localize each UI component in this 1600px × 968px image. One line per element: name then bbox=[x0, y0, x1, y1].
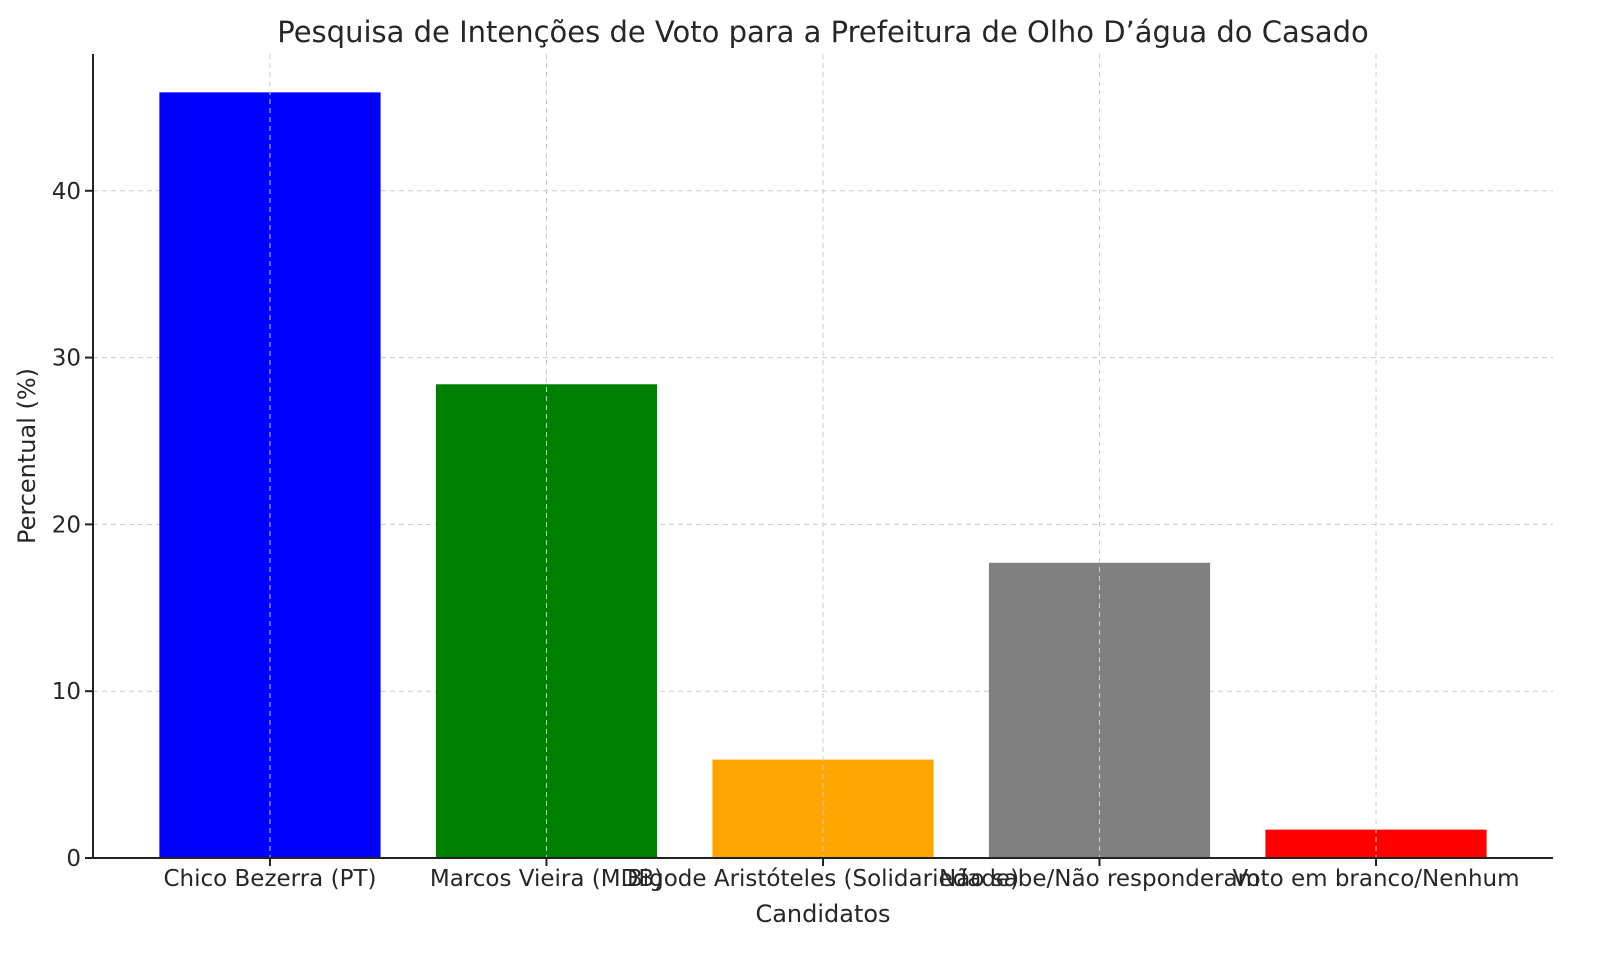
y-axis-label: Percentual (%) bbox=[13, 368, 41, 544]
x-tick-label: Chico Bezerra (PT) bbox=[163, 866, 376, 892]
y-tick-label: 40 bbox=[52, 179, 81, 205]
x-tick-label: Marcos Vieira (MDB) bbox=[430, 866, 663, 892]
chart-title: Pesquisa de Intenções de Voto para a Pre… bbox=[277, 15, 1369, 49]
x-axis-label: Candidatos bbox=[755, 900, 890, 928]
y-tick-label: 20 bbox=[52, 512, 81, 538]
x-tick-label: Voto em branco/Nenhum bbox=[1233, 866, 1520, 892]
x-tick-label: Bigode Aristóteles (Solidariedade) bbox=[627, 866, 1019, 892]
y-tick-label: 0 bbox=[66, 846, 81, 872]
y-tick-label: 10 bbox=[52, 679, 81, 705]
bar bbox=[988, 562, 1211, 858]
y-tick-label: 30 bbox=[52, 346, 81, 372]
x-tick-label: Não sabe/Não responderam bbox=[939, 866, 1260, 892]
bar bbox=[1265, 829, 1487, 858]
